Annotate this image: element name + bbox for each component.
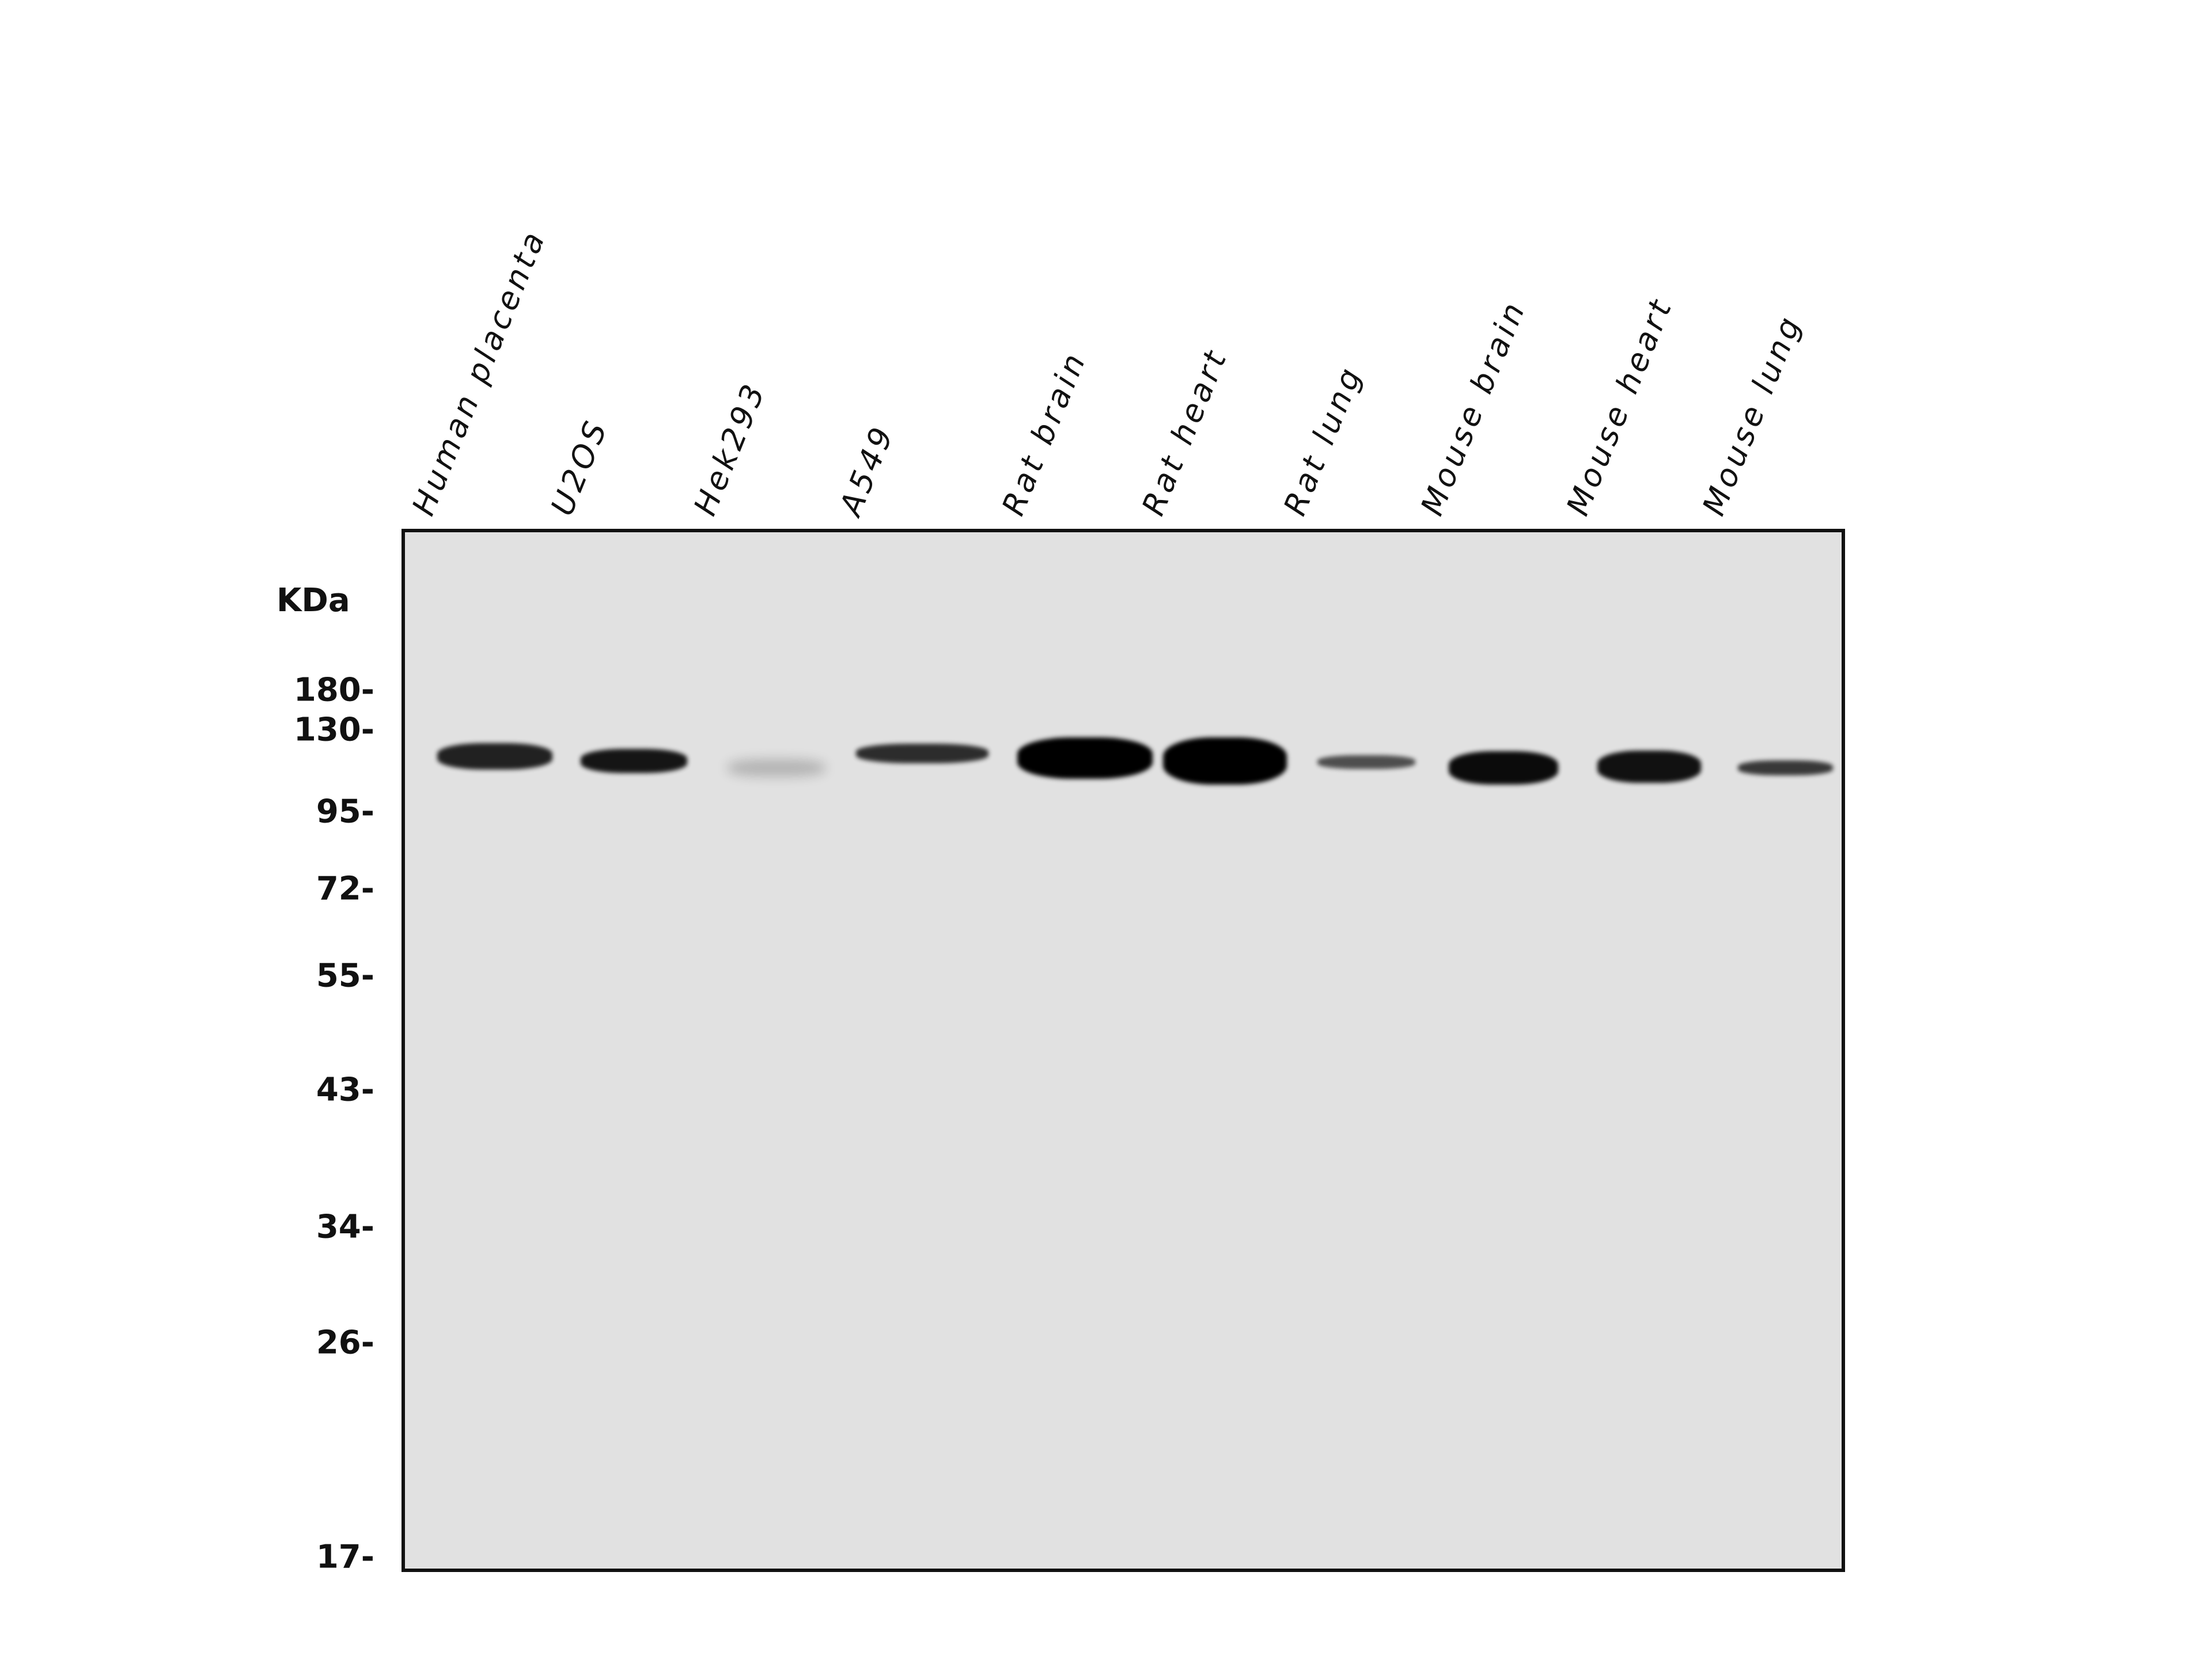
lane-label: Rat heart bbox=[1135, 343, 1235, 521]
mw-marker: 130- bbox=[293, 711, 374, 749]
protein-band bbox=[1317, 755, 1415, 769]
mw-marker: 72- bbox=[316, 870, 374, 908]
mw-marker: 17- bbox=[316, 1538, 374, 1576]
lane-label: Mouse brain bbox=[1414, 294, 1533, 521]
mw-marker: 95- bbox=[316, 793, 374, 831]
lane-label: Mouse heart bbox=[1559, 291, 1680, 521]
protein-band bbox=[1162, 737, 1287, 785]
protein-band bbox=[1017, 737, 1153, 779]
protein-band bbox=[728, 759, 825, 777]
protein-band bbox=[580, 749, 687, 773]
lane-label: Human placenta bbox=[405, 224, 553, 521]
lane-label: Hek293 bbox=[687, 376, 773, 521]
unit-label: KDa bbox=[276, 582, 350, 619]
mw-marker: 34- bbox=[316, 1208, 374, 1246]
lane-label: Rat brain bbox=[995, 346, 1094, 521]
mw-marker: 55- bbox=[316, 957, 374, 995]
protein-band bbox=[1597, 751, 1701, 783]
mw-marker: 180- bbox=[293, 671, 374, 709]
mw-marker: 43- bbox=[316, 1071, 374, 1109]
lane-label: Rat lung bbox=[1277, 360, 1370, 521]
lane-label: A549 bbox=[832, 419, 902, 521]
lane-label: Mouse lung bbox=[1695, 309, 1809, 521]
protein-band bbox=[856, 744, 988, 763]
mw-marker: 26- bbox=[316, 1324, 374, 1362]
protein-band bbox=[1449, 751, 1558, 785]
lane-label: U2OS bbox=[544, 414, 615, 521]
protein-band bbox=[437, 743, 552, 770]
protein-band bbox=[1737, 760, 1833, 775]
blot-membrane bbox=[402, 529, 1845, 1572]
